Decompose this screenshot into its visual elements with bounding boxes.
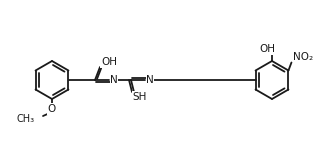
Text: CH₃: CH₃: [17, 114, 35, 124]
Text: N: N: [146, 75, 154, 85]
Text: SH: SH: [133, 92, 147, 102]
Text: N: N: [110, 75, 118, 85]
Text: O: O: [103, 59, 111, 69]
Text: O: O: [48, 104, 56, 114]
Text: OH: OH: [259, 44, 275, 54]
Text: NO₂: NO₂: [293, 53, 314, 62]
Text: OH: OH: [101, 57, 117, 67]
